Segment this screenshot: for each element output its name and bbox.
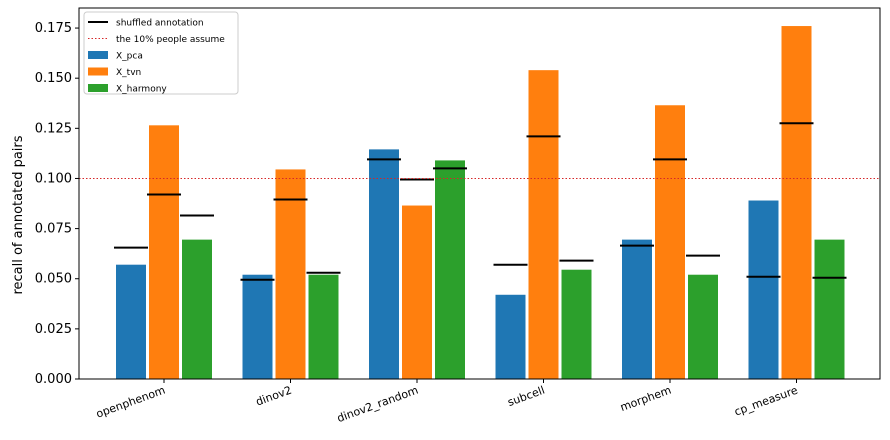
bar-X_harmony-cp_measure — [814, 239, 845, 379]
x-tick-label: cp_measure — [733, 384, 800, 419]
legend-box — [83, 11, 239, 95]
y-tick-label: 0.125 — [35, 121, 72, 136]
bar-X_harmony-dinov2 — [308, 274, 339, 379]
legend-swatch-X_pca — [88, 51, 108, 59]
bar-X_tvn-openphenom — [149, 125, 179, 379]
y-axis-label: recall of annotated pairs — [11, 135, 26, 294]
y-tick-label: 0.150 — [35, 71, 72, 86]
legend-swatch-X_tvn — [88, 67, 108, 76]
x-tick-label: morphem — [618, 384, 673, 414]
bar-X_pca-subcell — [495, 294, 526, 379]
bar-X_pca-openphenom — [116, 264, 146, 379]
bar-X_tvn-cp_measure — [781, 26, 812, 380]
bar-X_harmony-morphem — [688, 274, 718, 379]
x-tick-label: openphenom — [94, 384, 167, 421]
bar-X_tvn-dinov2_random — [402, 205, 432, 379]
x-tick-label: subcell — [506, 384, 547, 409]
y-tick-label: 0.000 — [35, 372, 72, 387]
legend-label-X_pca: X_pca — [116, 52, 143, 62]
bar-X_harmony-openphenom — [182, 239, 212, 379]
legend: shuffled annotation the 10% people assume… — [83, 11, 239, 95]
legend-swatch-X_harmony — [88, 84, 108, 92]
y-tick-label: 0.175 — [35, 21, 72, 36]
axes-frame — [78, 7, 881, 380]
y-tick-label: 0.075 — [35, 222, 72, 237]
legend-label-X_tvn: X_tvn — [116, 68, 141, 78]
bar-X_pca-dinov2 — [242, 274, 273, 379]
bar-X_tvn-dinov2 — [275, 169, 306, 379]
x-tick-label: dinov2_random — [335, 384, 420, 425]
bar-X_harmony-dinov2_random — [435, 160, 465, 379]
bar-X_tvn-morphem — [655, 105, 685, 380]
legend-label-X_harmony: X_harmony — [116, 85, 167, 95]
legend-label-reference: the 10% people assume — [116, 35, 225, 45]
y-tick-label: 0.025 — [35, 322, 72, 337]
x-tick-label: dinov2 — [254, 384, 293, 409]
y-tick-label: 0.050 — [35, 272, 72, 287]
plot-area — [79, 26, 880, 380]
bar-X_pca-cp_measure — [748, 200, 779, 379]
bar-X_tvn-subcell — [528, 70, 559, 379]
legend-label-shuffled: shuffled annotation — [116, 19, 204, 29]
bar-X_harmony-subcell — [561, 269, 592, 379]
bar-X_pca-morphem — [622, 239, 652, 379]
y-tick-label: 0.100 — [35, 171, 72, 186]
bar-X_pca-dinov2_random — [369, 149, 399, 379]
